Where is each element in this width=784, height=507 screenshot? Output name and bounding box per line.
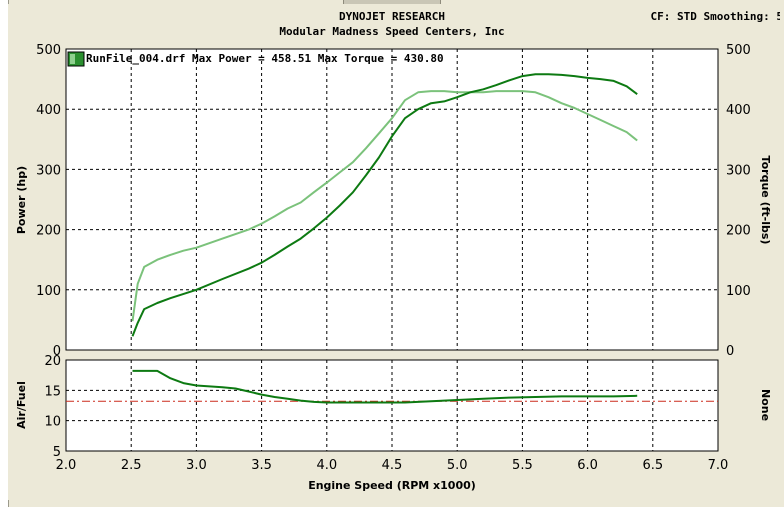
power-curve [131,73,638,337]
y2-tick-label: 500 [726,43,751,58]
legend: RunFile_004.drf Max Power = 458.51 Max T… [67,51,444,67]
report-title: DYNOJET RESEARCH [339,10,445,23]
y2-tick-label: 400 [726,103,751,118]
x-tick-label: 6.0 [577,458,598,473]
report-subtitle: Modular Madness Speed Centers, Inc [279,25,504,38]
power-grid [66,49,718,350]
y2-tick-label: 300 [726,163,751,178]
y2-axis-label: Torque (ft-lbs) [759,156,772,245]
y2-tick-label: 200 [726,224,751,239]
torque-curve [131,90,638,322]
y2-tick-label: 0 [726,344,734,359]
x-tick-label: 4.0 [316,458,337,473]
legend-swatch-light [70,54,75,64]
y-tick-label: 100 [36,284,61,299]
x-tick-label: 3.0 [186,458,207,473]
x-ticks: 2.0 2.5 3.0 3.5 4.0 4.5 5.0 5.5 6.0 6.5 7.0 [56,458,729,473]
y-tick-label: 300 [36,163,61,178]
y-tick-label: 0 [53,344,61,359]
x-tick-label: 2.5 [121,458,142,473]
x-tick-label: 3.5 [251,458,272,473]
air-fuel-tick-label: 5 [53,445,61,460]
power-torque-series [131,73,638,337]
y-axis-label: Power (hp) [15,166,28,234]
air-fuel-tick-label: 10 [44,415,61,430]
settings-label: CF: STD Smoothing: 5 [651,10,780,23]
air-fuel-y-ticks: 5 10 15 20 [44,354,61,460]
x-tick-label: 7.0 [708,458,729,473]
air-fuel-y2-label: None [759,389,772,421]
torque-y-ticks: 0 100 200 300 400 500 [726,43,751,359]
y-tick-label: 500 [36,43,61,58]
air-fuel-grid [66,360,718,451]
air-fuel-series [132,369,638,404]
x-tick-label: 5.0 [447,458,468,473]
legend-label: RunFile_004.drf Max Power = 458.51 Max T… [86,52,444,65]
y2-tick-label: 100 [726,284,751,299]
x-axis-label: Engine Speed (RPM x1000) [308,479,476,492]
y-tick-label: 200 [36,224,61,239]
dyno-report: DYNOJET RESEARCH Modular Madness Speed C… [8,4,780,500]
air-fuel-curve [132,369,638,404]
power-y-ticks: 0 100 200 300 400 500 [36,43,61,359]
y-tick-label: 400 [36,103,61,118]
x-tick-label: 6.5 [642,458,663,473]
air-fuel-tick-label: 15 [44,384,61,399]
air-fuel-axis-label: Air/Fuel [15,381,28,429]
air-fuel-tick-label: 20 [44,354,61,369]
dyno-chart: DYNOJET RESEARCH Modular Madness Speed C… [15,10,780,492]
x-tick-label: 4.5 [382,458,403,473]
x-tick-label: 5.5 [512,458,533,473]
x-tick-label: 2.0 [56,458,77,473]
